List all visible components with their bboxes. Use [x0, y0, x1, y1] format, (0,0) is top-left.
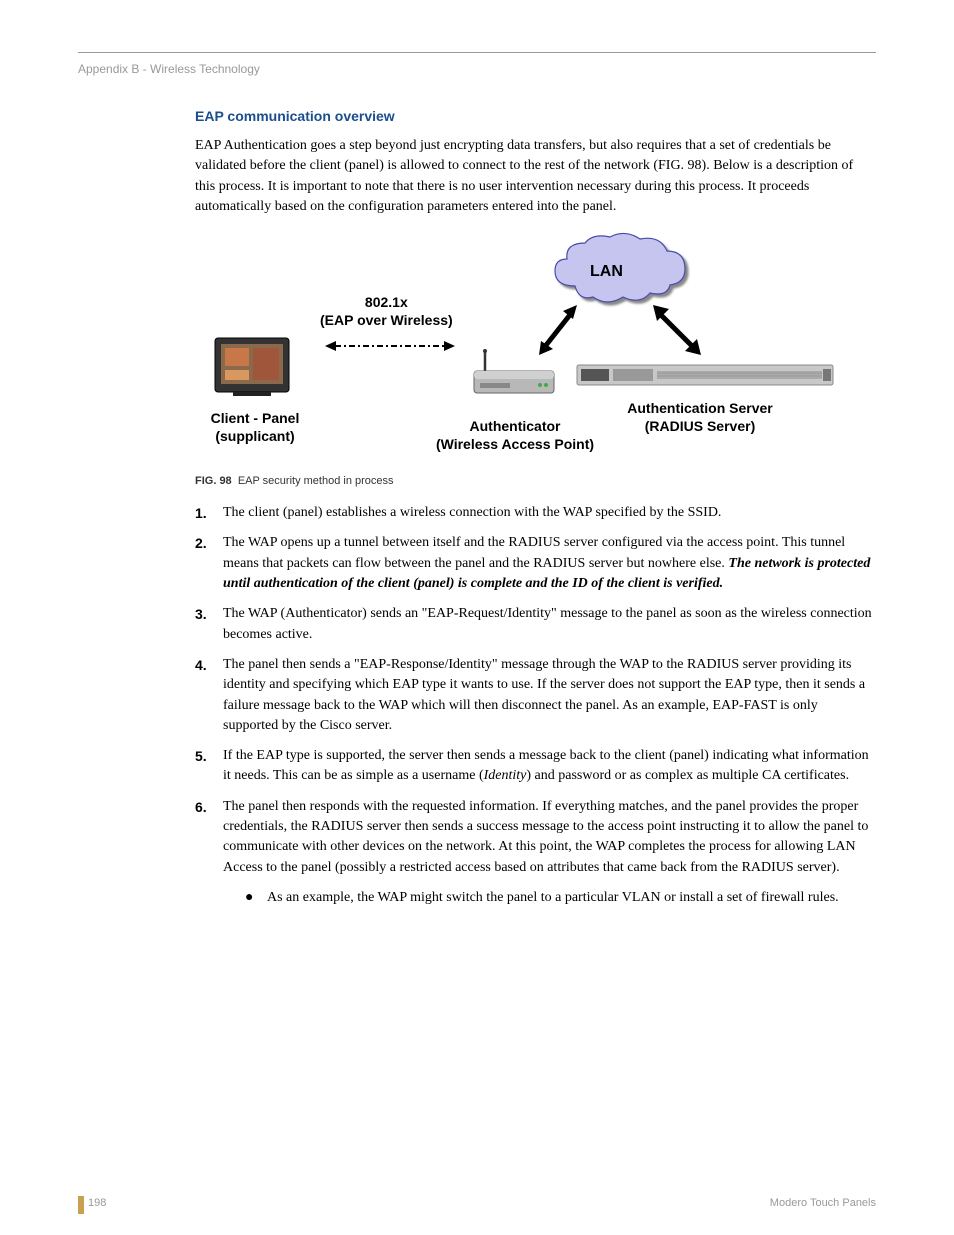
eap-label-line2: (EAP over Wireless)	[320, 312, 453, 328]
auth-server-label: Authentication Server (RADIUS Server)	[595, 399, 805, 435]
server-label-line1: Authentication Server	[627, 400, 772, 416]
main-content: EAP communication overview EAP Authentic…	[195, 108, 875, 908]
step-number: 1.	[195, 503, 223, 523]
step-text: The WAP opens up a tunnel between itself…	[223, 533, 875, 594]
step-number: 6.	[195, 797, 223, 878]
step-text: The panel then sends a "EAP-Response/Ide…	[223, 655, 875, 736]
process-steps-list: 1.The client (panel) establishes a wirel…	[195, 503, 875, 878]
panel-label-line2: (supplicant)	[215, 428, 294, 444]
step-2: 2.The WAP opens up a tunnel between itse…	[195, 533, 875, 594]
step-4: 4.The panel then sends a "EAP-Response/I…	[195, 655, 875, 736]
figure-number: FIG. 98	[195, 475, 232, 487]
sub-bullet-text: As an example, the WAP might switch the …	[267, 888, 839, 908]
figure-caption: FIG. 98 EAP security method in process	[195, 475, 875, 487]
client-panel-device-icon	[213, 336, 291, 398]
panel-label-line1: Client - Panel	[211, 410, 300, 426]
step-1: 1.The client (panel) establishes a wirel…	[195, 503, 875, 523]
wap-label-line2: (Wireless Access Point)	[436, 436, 594, 452]
eap-protocol-label: 802.1x (EAP over Wireless)	[320, 293, 453, 329]
bullet-dot-icon: ●	[245, 888, 267, 908]
client-panel-label: Client - Panel (supplicant)	[195, 409, 315, 445]
step-number: 4.	[195, 655, 223, 736]
footer-accent-bar	[78, 1196, 84, 1214]
step-number: 5.	[195, 746, 223, 787]
header-breadcrumb: Appendix B - Wireless Technology	[78, 62, 260, 76]
page-top-rule	[78, 52, 876, 53]
server-label-line2: (RADIUS Server)	[645, 418, 755, 434]
eap-label-line1: 802.1x	[365, 294, 408, 310]
radius-server-device-icon	[575, 363, 835, 389]
step-3: 3.The WAP (Authenticator) sends an "EAP-…	[195, 604, 875, 645]
lan-to-server-arrow-icon	[647, 299, 707, 359]
step-5: 5.If the EAP type is supported, the serv…	[195, 746, 875, 787]
intro-paragraph: EAP Authentication goes a step beyond ju…	[195, 136, 875, 217]
footer-doc-title: Modero Touch Panels	[770, 1197, 876, 1209]
sub-bullet-item: ● As an example, the WAP might switch th…	[245, 888, 875, 908]
section-heading: EAP communication overview	[195, 108, 875, 124]
bidirectional-dash-arrow-icon	[325, 339, 455, 353]
step-text: If the EAP type is supported, the server…	[223, 746, 875, 787]
step-text: The panel then responds with the request…	[223, 797, 875, 878]
lan-label: LAN	[590, 263, 623, 281]
step-number: 2.	[195, 533, 223, 594]
step-6: 6.The panel then responds with the reque…	[195, 797, 875, 878]
authenticator-label: Authenticator (Wireless Access Point)	[415, 417, 615, 453]
wap-label-line1: Authenticator	[470, 418, 561, 434]
figure-caption-text: EAP security method in process	[238, 475, 394, 487]
page-number: 198	[88, 1197, 106, 1209]
wap-device-icon	[470, 349, 558, 397]
step-text: The WAP (Authenticator) sends an "EAP-Re…	[223, 604, 875, 645]
step-number: 3.	[195, 604, 223, 645]
figure-diagram: LAN 802.1x (EAP over Wireless)	[195, 231, 835, 471]
step-text: The client (panel) establishes a wireles…	[223, 503, 875, 523]
